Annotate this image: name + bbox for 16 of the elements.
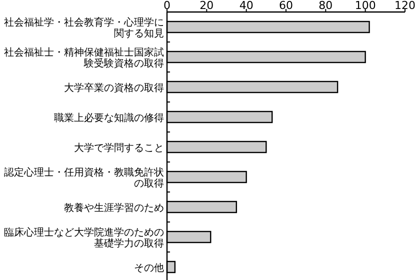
x-tick-label: 0 xyxy=(164,0,170,12)
y-tick-label: 大学卒業の資格の取得 xyxy=(64,82,164,94)
y-tick-label: 臨床心理士など大学院進学のための基礎学力の取得 xyxy=(4,226,164,250)
x-tick-label: 20 xyxy=(200,0,214,12)
x-tick-label: 80 xyxy=(318,0,333,12)
x-tick-label: 120 xyxy=(394,0,416,12)
y-tick-label: 職業上必要な知識の修得 xyxy=(54,112,164,124)
x-tick-label: 40 xyxy=(239,0,254,12)
y-tick-label: 大学で学問すること xyxy=(74,142,164,154)
y-tick-label: その他 xyxy=(134,262,164,274)
y-tick-label: 社会福祉士・精神保健福祉士国家試験受験資格の取得 xyxy=(4,46,164,70)
x-tick-label: 60 xyxy=(279,0,293,12)
y-tick-label: 教養や生涯学習のため xyxy=(64,202,164,214)
y-tick-label: 社会福祉学・社会教育学・心理学に関する知見 xyxy=(4,16,164,40)
y-tick-label: 認定心理士・任用資格・教職免許状の取得 xyxy=(4,166,164,190)
x-tick-label: 100 xyxy=(354,0,376,12)
